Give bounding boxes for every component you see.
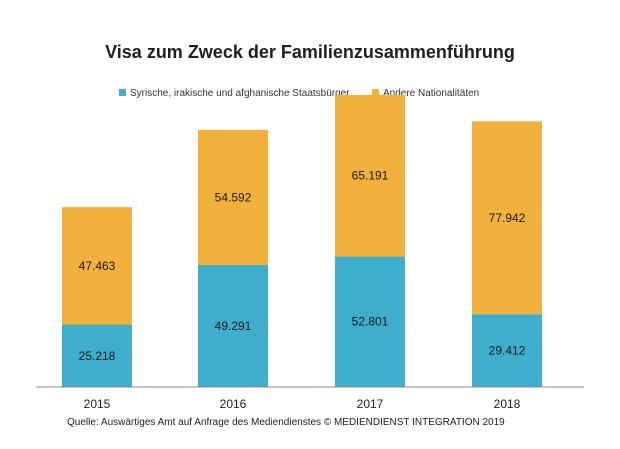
data-label-2015-syrian-iraqi-afghan: 25.218	[79, 349, 116, 363]
x-tick-label-2018: 2018	[494, 397, 521, 411]
bar-2016-other-nationalities	[198, 129, 268, 266]
legend-label-other-nationalities: Andere Nationalitäten	[383, 88, 479, 99]
x-tick-label-2017: 2017	[357, 397, 384, 411]
legend-swatch-syrian-iraqi-afghan	[119, 89, 126, 96]
data-label-2016-other-nationalities: 54.592	[215, 190, 252, 204]
bars	[62, 94, 542, 387]
x-tick-label-2016: 2016	[220, 397, 247, 411]
x-tick-label-2015: 2015	[84, 397, 111, 411]
bar-2018-syrian-iraqi-afghan	[472, 314, 542, 387]
source-note: Quelle: Auswärtiges Amt auf Anfrage des …	[67, 417, 505, 428]
data-label-2017-syrian-iraqi-afghan: 52.801	[352, 315, 389, 329]
legend-label-syrian-iraqi-afghan: Syrische, irakische und afghanische Staa…	[130, 88, 350, 99]
data-label-2017-other-nationalities: 65.191	[352, 169, 389, 183]
bar-2017-other-nationalities	[335, 94, 405, 257]
chart-title: Visa zum Zweck der Familienzusammenführu…	[105, 42, 515, 62]
data-label-2016-syrian-iraqi-afghan: 49.291	[215, 319, 252, 333]
bar-2015-syrian-iraqi-afghan	[62, 324, 132, 387]
data-label-2018-syrian-iraqi-afghan: 29.412	[489, 344, 526, 358]
bar-2017-syrian-iraqi-afghan	[335, 256, 405, 387]
bar-2015-other-nationalities	[62, 207, 132, 325]
bar-labels: 25.218 47.463 49.291 54.592 52.801 65.191 29.4…	[79, 169, 526, 363]
legend: Syrische, irakische und afghanische Staa…	[119, 88, 479, 99]
x-axis-tick-labels: 2015 2016 2017 2018	[84, 397, 521, 411]
bar-2016-syrian-iraqi-afghan	[198, 265, 268, 387]
data-label-2015-other-nationalities: 47.463	[79, 259, 116, 273]
data-label-2018-other-nationalities: 77.942	[489, 211, 526, 225]
legend-swatch-other-nationalities	[372, 89, 379, 96]
bar-2018-other-nationalities	[472, 121, 542, 315]
